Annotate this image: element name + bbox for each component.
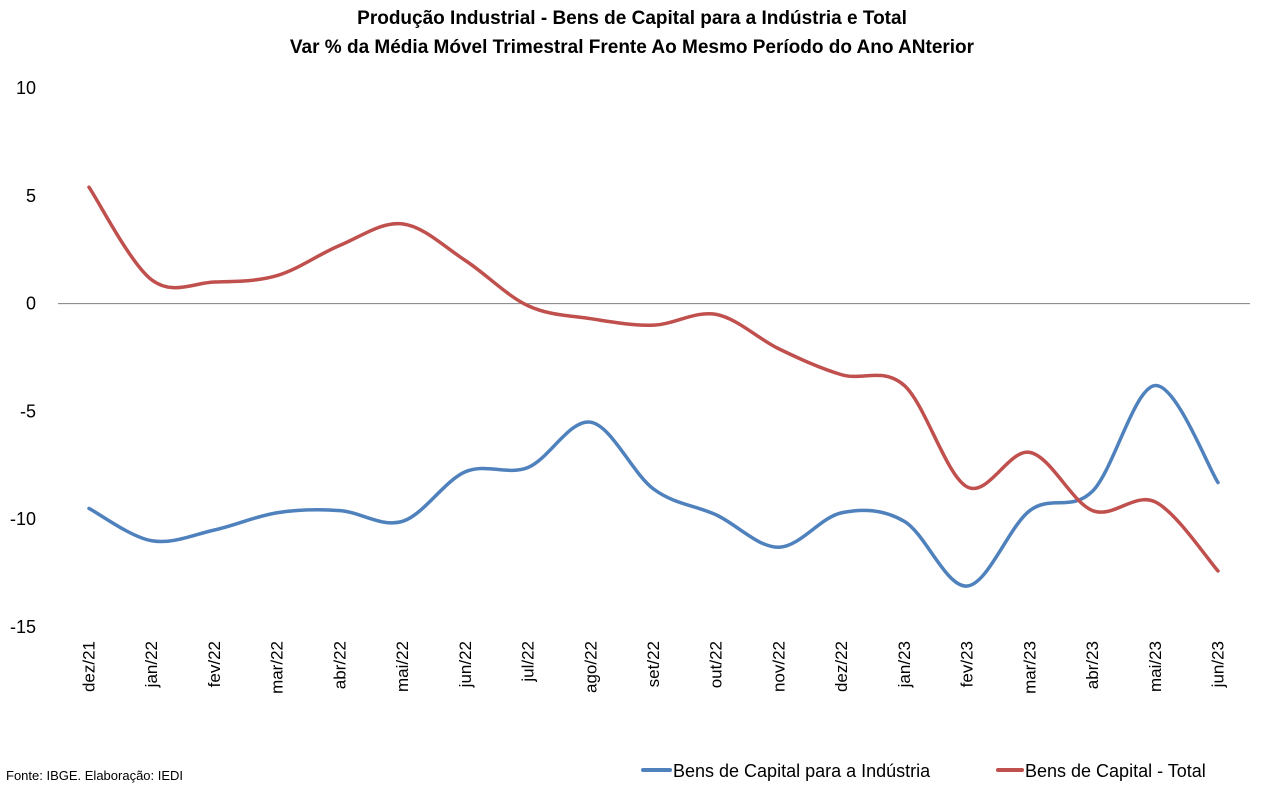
legend-label-industria: Bens de Capital para a Indústria	[673, 761, 931, 781]
x-tick-label: ago/22	[581, 641, 600, 693]
legend: Bens de Capital para a Indústria Bens de…	[641, 761, 1206, 781]
x-tick-label: fev/22	[205, 641, 224, 687]
series-lines	[87, 185, 1220, 588]
x-tick-label: jan/22	[142, 641, 161, 688]
x-tick-label: jan/23	[895, 641, 914, 688]
series-line-total	[87, 185, 1220, 573]
x-tick-label: nov/22	[769, 641, 788, 692]
series-line-industria	[87, 383, 1220, 588]
x-tick-label: mar/23	[1020, 641, 1039, 694]
y-tick-label: -15	[10, 617, 36, 637]
x-tick-label: abr/23	[1083, 641, 1102, 689]
y-tick-label: 10	[16, 78, 36, 98]
y-axis-ticks: 10 5 0 -5 -10 -15	[10, 78, 36, 637]
y-tick-label: 5	[26, 186, 36, 206]
chart-title: Produção Industrial - Bens de Capital pa…	[357, 8, 907, 29]
source-note: Fonte: IBGE. Elaboração: IEDI	[6, 768, 183, 783]
x-tick-label: dez/21	[80, 641, 99, 692]
x-tick-label: mai/23	[1146, 641, 1165, 692]
chart-subtitle: Var % da Média Móvel Trimestral Frente A…	[290, 37, 975, 58]
legend-label-total: Bens de Capital - Total	[1025, 761, 1206, 781]
x-tick-label: mai/22	[393, 641, 412, 692]
x-tick-label: jun/22	[456, 641, 475, 688]
x-tick-label: set/22	[644, 641, 663, 687]
y-tick-label: 0	[26, 294, 36, 314]
x-tick-label: mar/22	[268, 641, 287, 694]
x-tick-label: jun/23	[1209, 641, 1228, 688]
x-tick-label: jul/22	[519, 641, 538, 683]
x-tick-label: out/22	[707, 641, 726, 688]
x-tick-label: fev/23	[958, 641, 977, 687]
y-tick-label: -5	[20, 401, 36, 421]
x-tick-label: abr/22	[330, 641, 349, 689]
x-axis-ticks: dez/21 jan/22 fev/22 mar/22 abr/22 mai/22 jun/…	[80, 641, 1228, 694]
x-tick-label: dez/22	[832, 641, 851, 692]
y-tick-label: -10	[10, 509, 36, 529]
